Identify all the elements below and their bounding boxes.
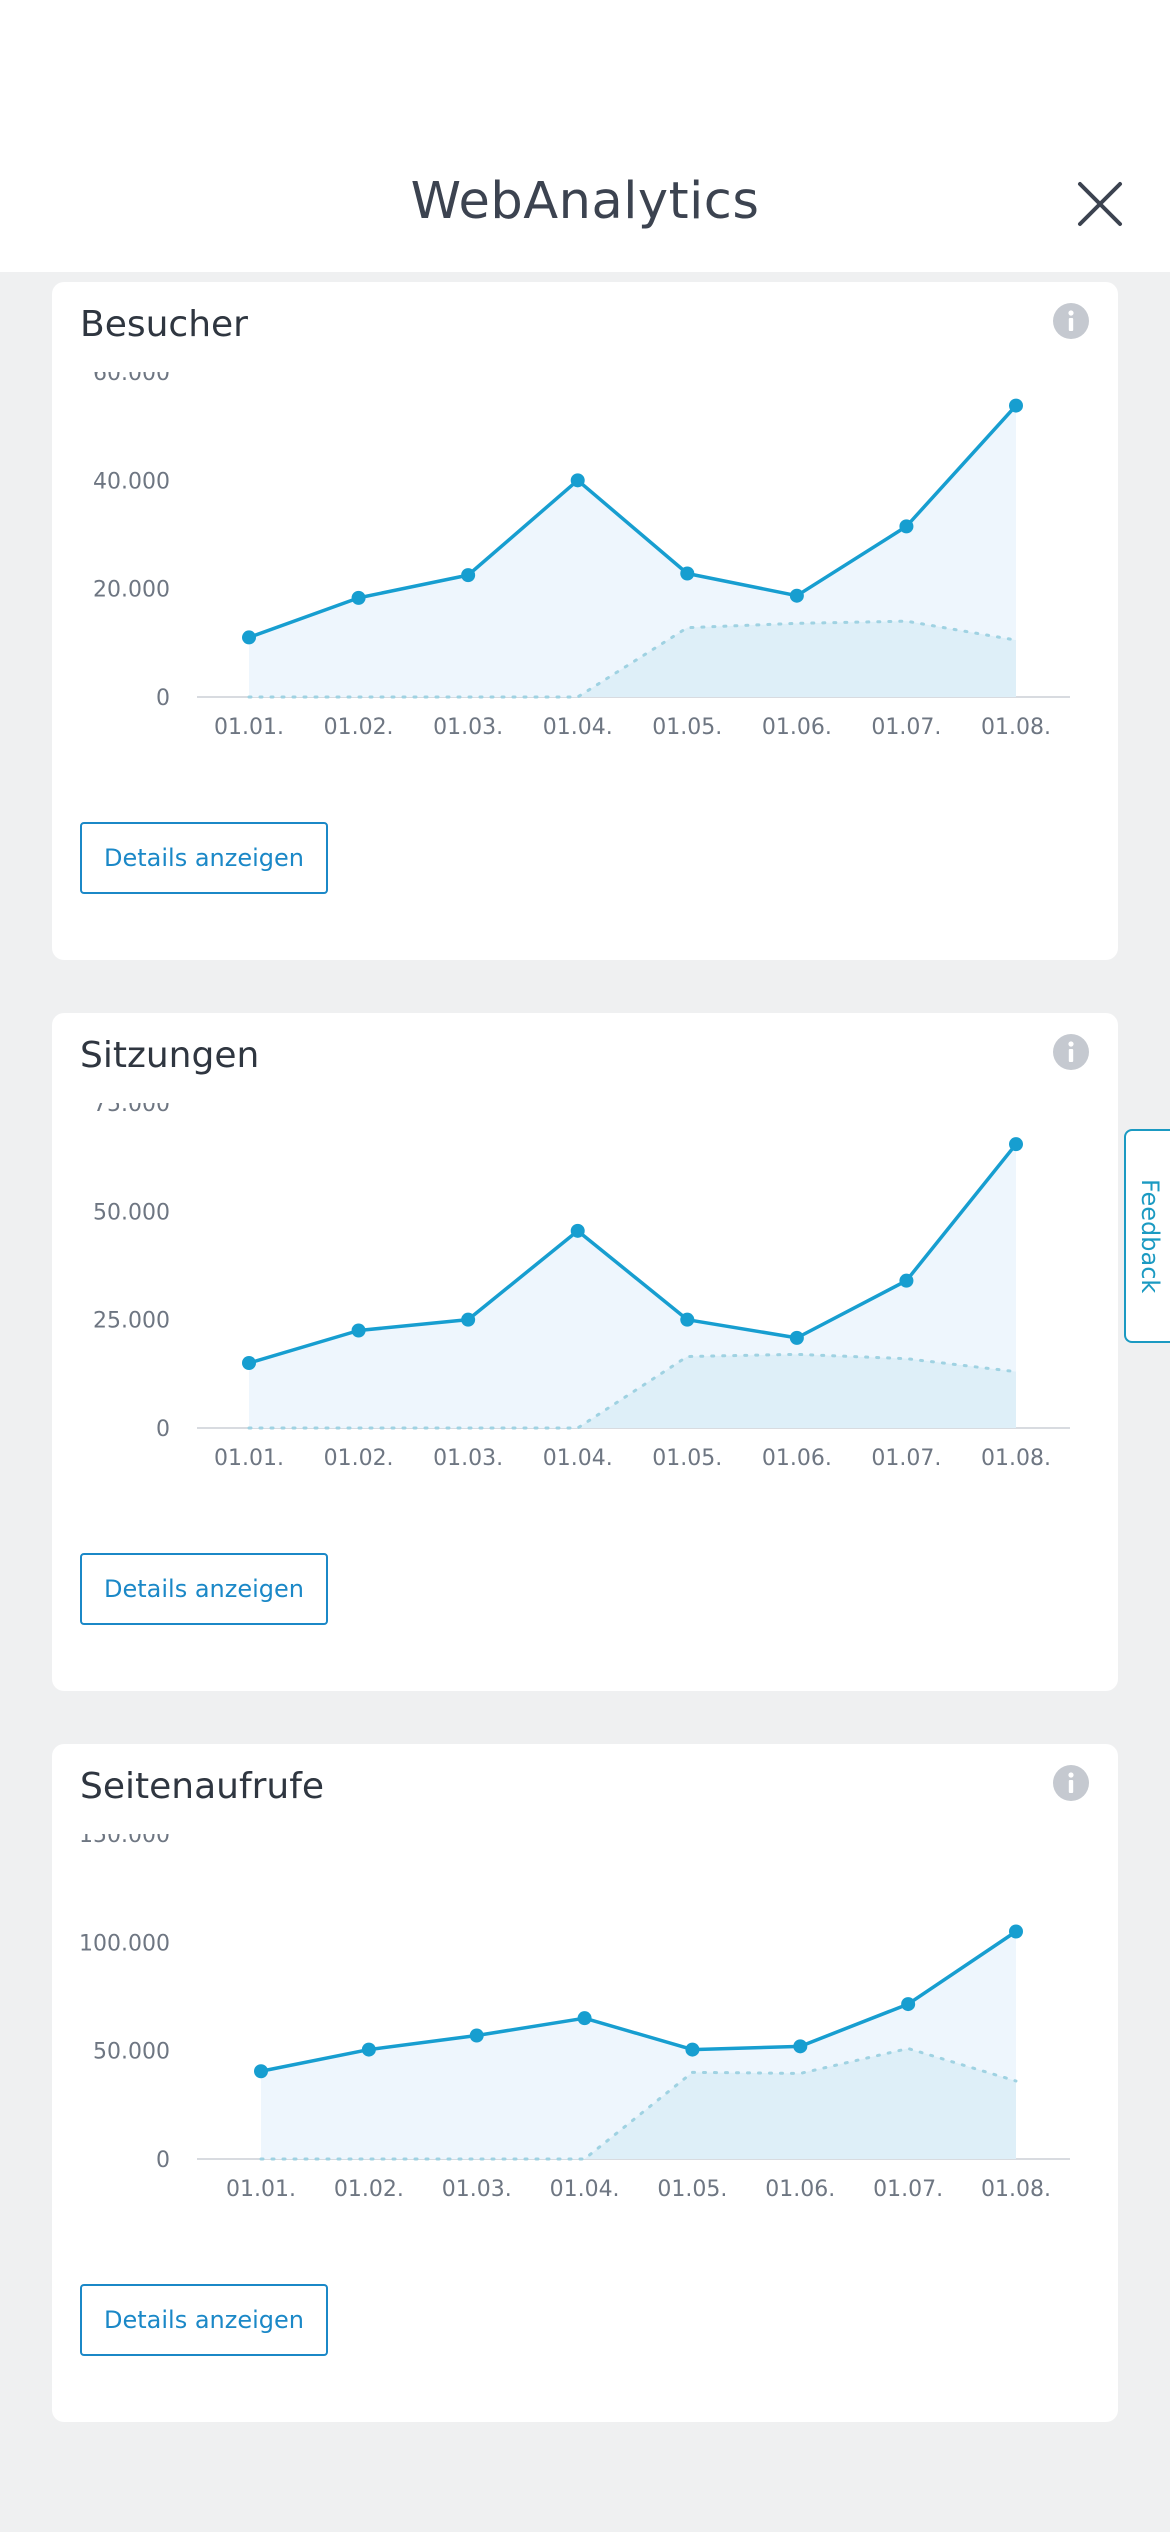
x-tick-label: 01.07. [871,715,941,740]
series-2-line [247,1352,1018,1430]
page-title: WebAnalytics [410,172,760,231]
data-point [577,2011,592,2026]
x-tick-label: 01.04. [550,2177,620,2202]
x-tick-label: 01.02. [324,715,394,740]
y-tick-label: 100.000 [79,1931,170,1956]
y-tick-label: 0 [156,2148,170,2173]
y-tick-label: 40.000 [93,469,170,494]
details-button-sitzungen[interactable]: Details anzeigen [80,1553,328,1625]
data-point [793,2039,808,2054]
data-point [680,566,695,581]
series-2-line [259,2046,1018,2161]
x-tick-label: 01.05. [652,715,722,740]
details-button-besucher[interactable]: Details anzeigen [80,822,328,894]
data-point [570,473,585,488]
data-point [1009,1924,1023,1939]
sitzungen-chart: 0 25.000 50.000 75.000 01.01. 01.02. 01.03. 01.… [93,1103,1070,1471]
card-title: Sitzungen [80,1035,260,1076]
info-icon [1053,1765,1089,1801]
data-point [351,1323,366,1338]
series-1-line [248,404,1018,640]
card-title: Seitenaufrufe [80,1766,325,1807]
series-2-area [261,2048,1016,2159]
series-1-line [248,1143,1018,1365]
info-button[interactable] [1052,1033,1090,1071]
series-2-line [247,619,1018,699]
x-tick-label: 01.01. [214,715,284,740]
close-icon [1078,182,1122,226]
app-header: WebAnalytics [0,0,1170,272]
data-point [899,1273,914,1288]
details-button-seitenaufrufe[interactable]: Details anzeigen [80,2284,328,2356]
x-tick-label: 01.02. [334,2177,404,2202]
feedback-button[interactable]: Feedback [1124,1129,1170,1343]
series-1-line [260,1930,1017,2073]
x-tick-label: 01.03. [433,1446,503,1471]
x-tick-label: 01.04. [543,1446,613,1471]
feedback-label: Feedback [1136,1178,1164,1294]
data-point [685,2042,700,2057]
y-tick-label: 150.000 [79,1834,170,1848]
y-tick-label: 0 [156,1417,170,1442]
info-button[interactable] [1052,1764,1090,1802]
x-tick-label: 01.06. [762,715,832,740]
data-point [570,1223,585,1238]
close-button[interactable] [1074,178,1126,230]
x-tick-label: 01.08. [981,2177,1051,2202]
x-tick-label: 01.04. [543,715,613,740]
card-seitenaufrufe: Seitenaufrufe 0 50.000 100.000 150.000 01.01… [52,1744,1118,2422]
data-point [254,2064,268,2079]
y-tick-label: 75.000 [93,1103,170,1117]
info-button[interactable] [1052,302,1090,340]
x-tick-label: 01.02. [324,1446,394,1471]
data-point [242,630,256,645]
card-title: Besucher [80,304,248,345]
info-icon [1053,303,1089,339]
x-tick-label: 01.08. [981,715,1051,740]
data-point [351,590,366,605]
seitenaufrufe-chart: 0 50.000 100.000 150.000 01.01. 01.02. 01.03. 0… [79,1834,1070,2202]
x-tick-label: 01.03. [433,715,503,740]
y-tick-label: 25.000 [93,1309,170,1334]
besucher-chart: 0 20.000 40.000 60.000 01.01. 01.02. 01.03. 01.… [93,372,1070,740]
data-point [680,1312,695,1327]
x-tick-label: 01.06. [762,1446,832,1471]
x-tick-label: 01.07. [871,1446,941,1471]
x-tick-label: 01.07. [873,2177,943,2202]
x-tick-label: 01.01. [226,2177,296,2202]
series-2-area [249,621,1016,697]
card-sitzungen: Sitzungen 0 25.000 50.000 75.000 01.01. 01.02… [52,1013,1118,1691]
data-point [1009,398,1023,413]
data-point [461,568,476,583]
info-icon [1053,1034,1089,1070]
data-point [789,588,804,603]
x-tick-label: 01.05. [652,1446,722,1471]
x-tick-label: 01.08. [981,1446,1051,1471]
data-point [361,2042,376,2057]
card-besucher: Besucher 0 20.000 40.000 60.000 01.01. 01.02.… [52,282,1118,960]
y-tick-label: 0 [156,686,170,711]
x-tick-label: 01.06. [765,2177,835,2202]
y-tick-label: 20.000 [93,578,170,603]
data-point [242,1356,256,1370]
x-tick-label: 01.03. [442,2177,512,2202]
series-2-area [249,1354,1016,1428]
data-point [461,1312,476,1327]
x-tick-label: 01.01. [214,1446,284,1471]
data-point [901,1997,916,2012]
data-point [469,2028,484,2043]
x-tick-label: 01.05. [657,2177,727,2202]
y-tick-label: 50.000 [93,2040,170,2065]
y-tick-label: 50.000 [93,1200,170,1225]
y-tick-label: 60.000 [93,372,170,386]
data-point [1009,1137,1023,1152]
data-point [789,1330,804,1345]
data-point [899,519,914,534]
